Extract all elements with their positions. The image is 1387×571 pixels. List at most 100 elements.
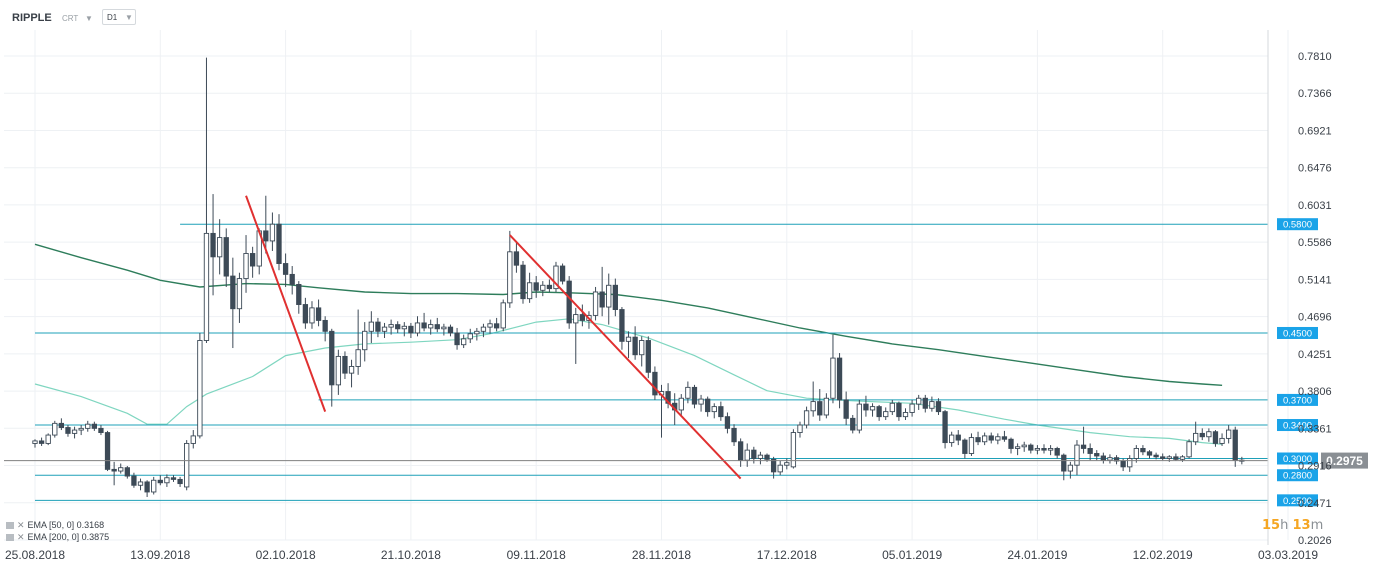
candle-down <box>342 355 348 374</box>
candle-down <box>724 416 731 429</box>
candle-up <box>480 326 487 332</box>
candle-up <box>540 284 546 291</box>
candle-down <box>249 253 256 267</box>
legend-ema200[interactable]: ✕ EMA [200, 0] 0.3875 <box>6 531 109 543</box>
candle-down <box>91 423 98 429</box>
y-tick-label: 0.4696 <box>1298 312 1332 324</box>
candle-up <box>949 434 955 444</box>
candle-down <box>296 283 302 305</box>
candle-up <box>757 454 764 459</box>
settings-icon[interactable] <box>6 534 14 542</box>
candle-countdown: 15h 13m <box>1262 518 1323 533</box>
candle-up <box>1206 431 1212 438</box>
level-label-bg <box>1277 452 1318 465</box>
candle-up <box>184 442 190 488</box>
candle-down <box>434 324 440 330</box>
legend-ema50[interactable]: ✕ EMA [50, 0] 0.3168 <box>6 519 109 531</box>
y-tick-label: 0.2916 <box>1298 461 1332 473</box>
candle-down <box>619 309 625 342</box>
level-label: 0.3700 <box>1283 395 1312 406</box>
level-label: 0.2500 <box>1283 496 1312 507</box>
candle-down <box>612 284 618 310</box>
candle-down <box>599 291 605 308</box>
symbol-name[interactable]: RIPPLE <box>12 12 52 24</box>
candle-down <box>230 275 236 310</box>
candle-down <box>98 427 104 434</box>
candle-up <box>711 406 717 413</box>
candle-up <box>883 411 889 418</box>
candle-down <box>408 325 414 334</box>
candle-down <box>104 432 111 470</box>
level-label-bg <box>1277 494 1318 507</box>
instrument-type[interactable]: CRT <box>62 14 79 23</box>
indicator-legend: ✕ EMA [50, 0] 0.3168 ✕ EMA [200, 0] 0.3875 <box>6 519 109 543</box>
chevron-down-icon[interactable]: ▼ <box>85 14 93 23</box>
level-label: 0.5800 <box>1283 220 1312 231</box>
ema-50-layer <box>34 318 1223 445</box>
y-tick-label: 0.7366 <box>1298 88 1332 100</box>
close-icon[interactable]: ✕ <box>17 520 25 530</box>
candle-down <box>645 340 651 373</box>
candle-down <box>177 478 183 485</box>
candle-down <box>737 441 744 461</box>
candle-up <box>1014 446 1021 449</box>
candle-up <box>639 340 645 356</box>
candle-down <box>566 280 572 324</box>
candle-down <box>131 475 137 486</box>
candle-down <box>705 398 711 413</box>
x-tick-label: 13.09.2018 <box>130 548 190 562</box>
x-tick-label: 09.11.2018 <box>507 548 566 562</box>
candle-down <box>836 357 843 401</box>
candle-up <box>71 429 78 434</box>
trendline <box>245 195 327 412</box>
candle-down <box>263 230 269 242</box>
x-tick-label: 03.03.2019 <box>1258 548 1318 562</box>
candle-down <box>302 304 309 324</box>
settings-icon[interactable] <box>6 522 14 530</box>
candle-down <box>1094 453 1100 457</box>
candle-down <box>375 321 381 332</box>
candle-down <box>1140 448 1146 453</box>
candle-up <box>803 410 810 426</box>
timeframe-select[interactable]: D1 ▼ <box>102 9 136 25</box>
candle-down <box>533 282 539 291</box>
y-tick-label: 0.5586 <box>1298 237 1332 249</box>
candle-down <box>817 401 823 416</box>
candle-down <box>58 422 65 428</box>
countdown-hours-unit: h <box>1280 518 1289 533</box>
candle-down <box>157 479 163 484</box>
ema-50-line <box>34 318 1223 445</box>
candle-up <box>401 325 407 330</box>
y-tick-label: 0.2471 <box>1298 498 1332 510</box>
candle-up <box>381 326 388 332</box>
candle-up <box>790 432 797 468</box>
level-label: 0.3400 <box>1283 421 1312 432</box>
candle-down <box>1001 436 1008 440</box>
candle-up <box>777 464 783 473</box>
candle-up <box>269 223 276 242</box>
candle-up <box>500 302 506 329</box>
level-label-bg <box>1277 218 1318 231</box>
candle-down <box>1173 456 1179 460</box>
candle-up <box>797 424 803 434</box>
candle-up <box>929 401 935 409</box>
candle-up <box>592 291 599 316</box>
candle-down <box>65 427 71 434</box>
candle-down <box>124 467 130 477</box>
horizontal-levels: 0.5800 0.4500 0.3700 0.3400 0.3000 0.2800 0.25… <box>35 218 1318 507</box>
candle-up <box>1179 456 1186 460</box>
candle-up <box>1107 457 1113 461</box>
countdown-minutes: 13 <box>1292 518 1311 533</box>
y-tick-label: 0.3806 <box>1298 386 1332 398</box>
candle-down <box>170 477 177 480</box>
close-icon[interactable]: ✕ <box>17 532 25 542</box>
candle-up <box>137 481 144 486</box>
candle-up <box>526 282 533 300</box>
candle-up <box>474 330 480 335</box>
candle-up <box>217 237 223 258</box>
level-label: 0.3000 <box>1283 454 1312 465</box>
candle-up <box>441 326 447 330</box>
candle-up <box>1225 429 1232 439</box>
candle-up <box>309 307 315 324</box>
